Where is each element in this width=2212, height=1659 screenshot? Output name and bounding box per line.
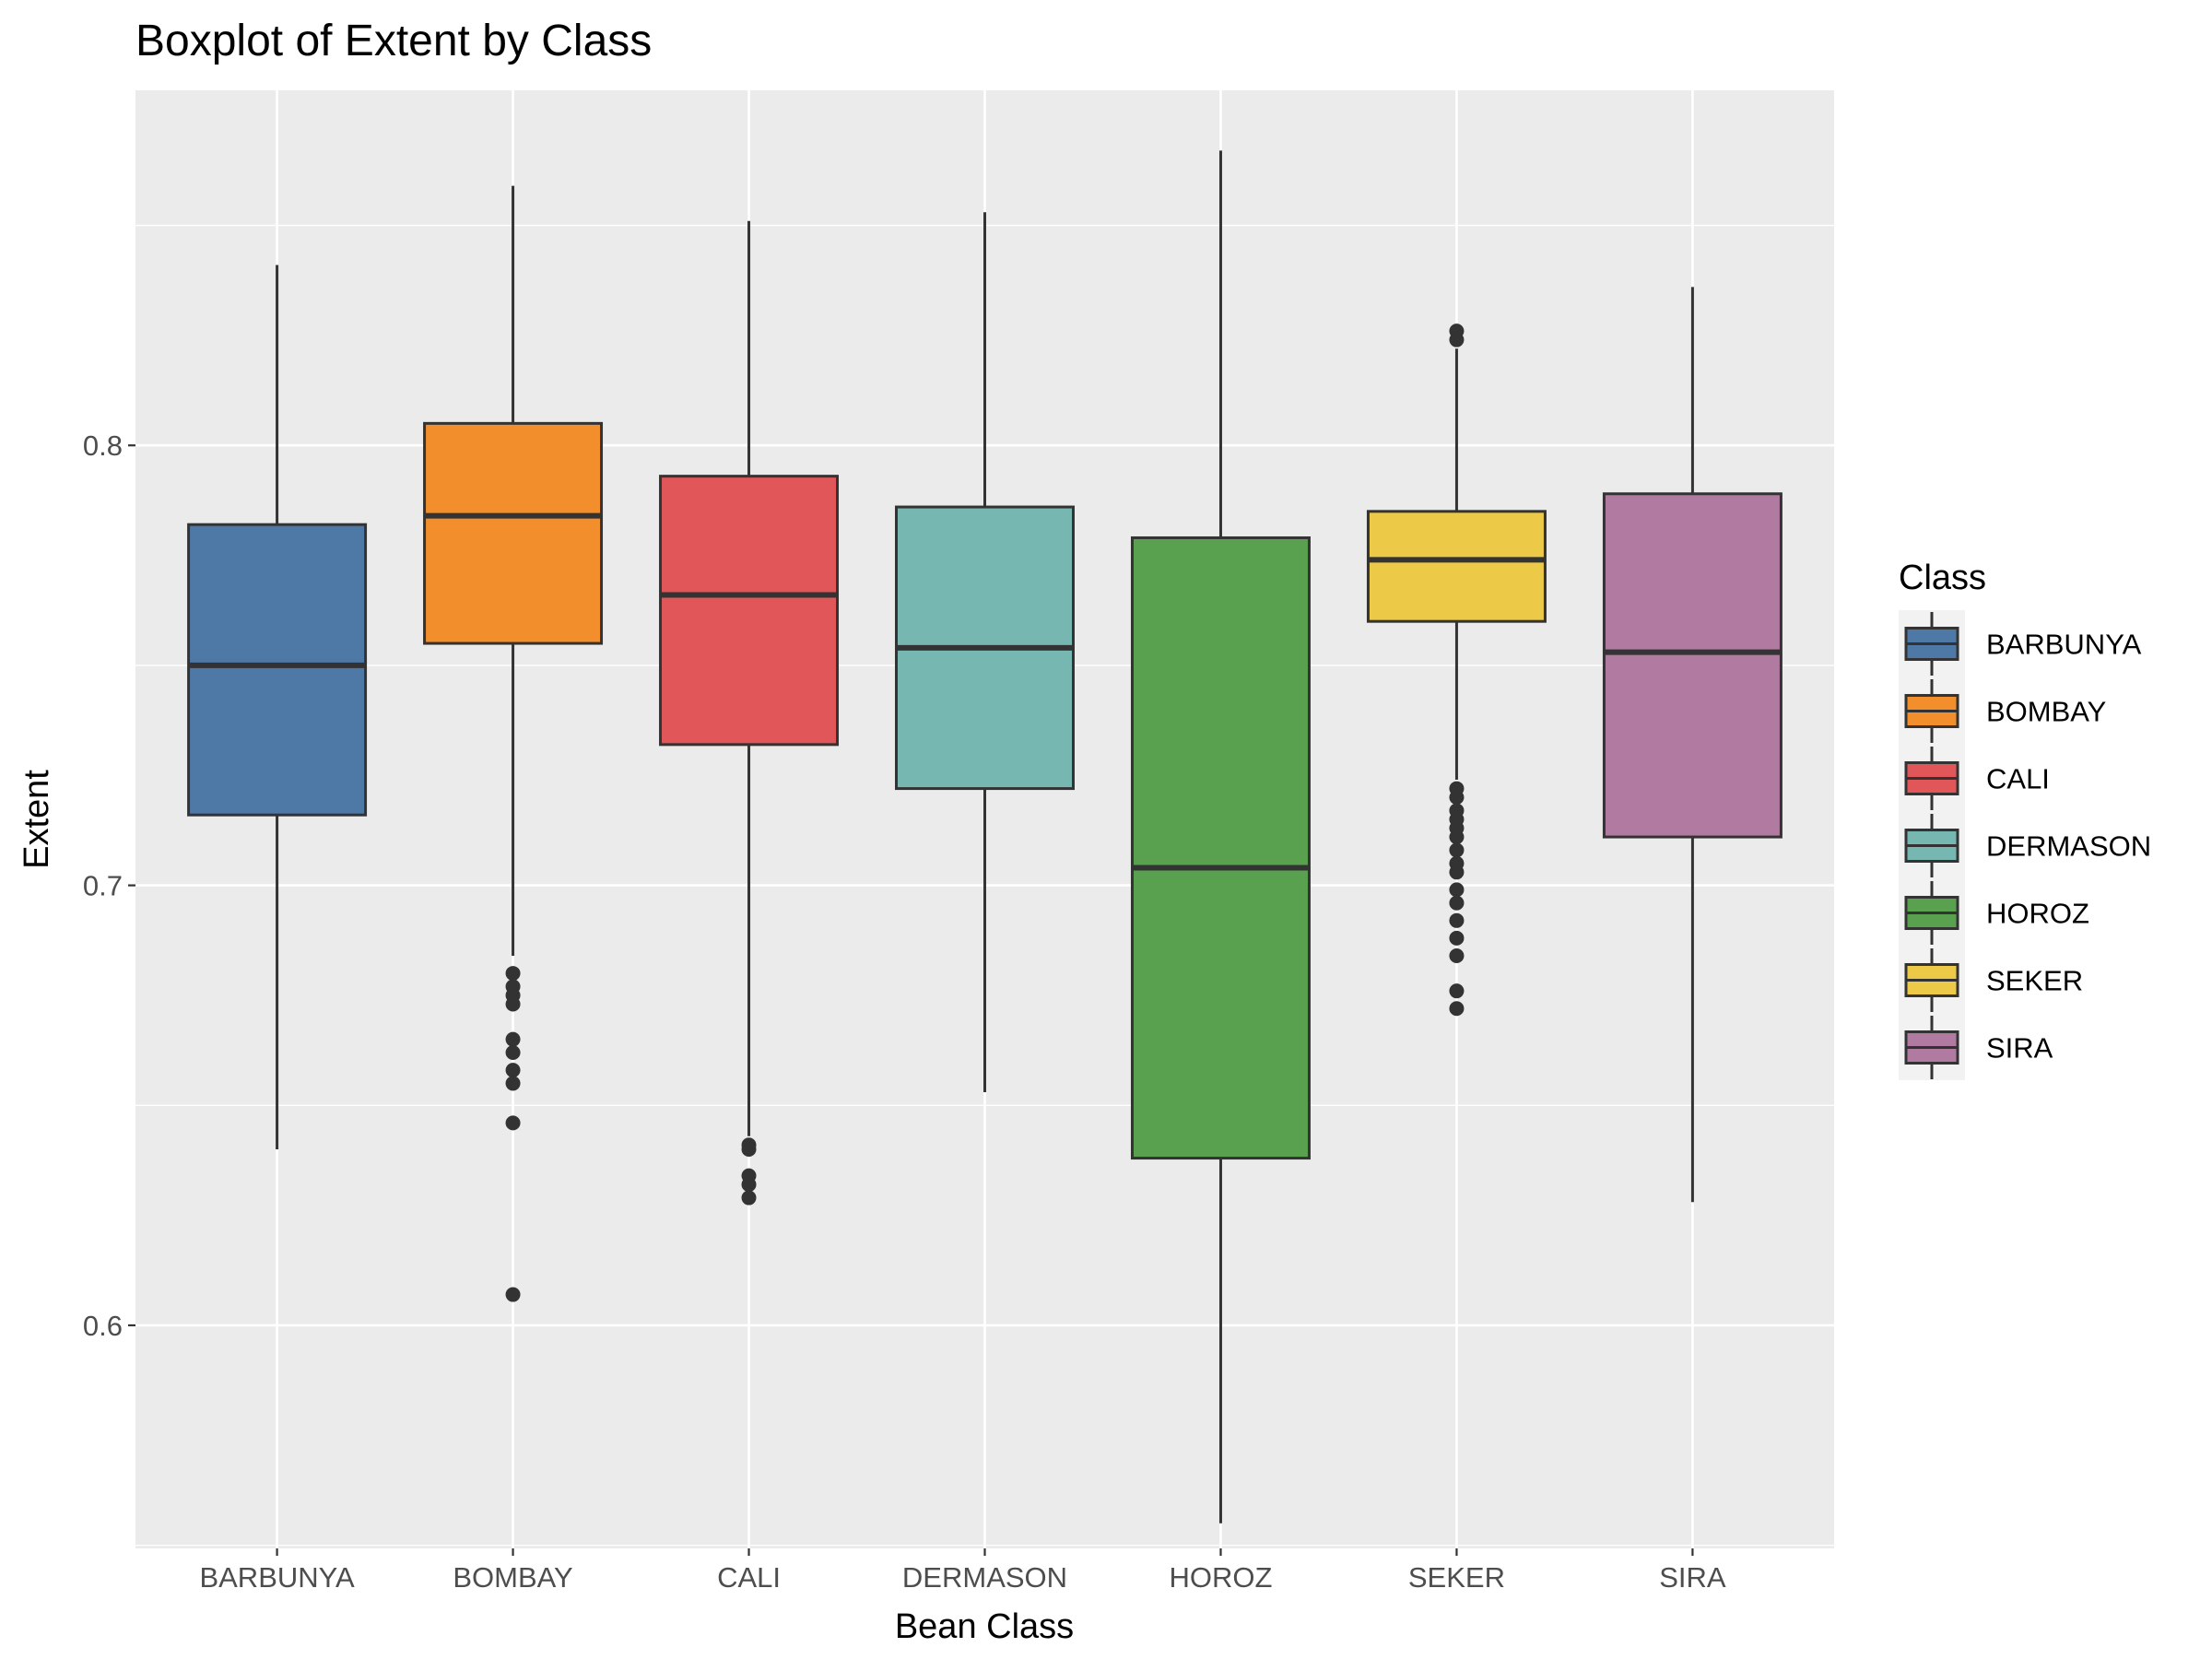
x-tick-label: HOROZ [1170,1561,1273,1594]
y-tick-label: 0.7 [83,870,123,902]
legend-label: HOROZ [1986,898,2089,930]
outlier-point [1449,1001,1465,1017]
legend-items: BARBUNYA BOMBAY CALI DERMASON HOROZ SEKER SIRA [1904,612,2151,1079]
outlier-point [505,1031,521,1047]
legend-item-sira: SIRA [1904,1016,2053,1079]
box-iqr [1366,510,1547,623]
outlier-point [741,1177,757,1193]
outlier-point [1449,842,1465,858]
outlier-point [1449,895,1465,911]
outlier-point [1449,983,1465,999]
y-tick-label: 0.8 [83,429,123,462]
legend-label: DERMASON [1986,830,2151,863]
outlier-point [505,1063,521,1078]
box-seker [1366,324,1547,1017]
outlier-point [1449,947,1465,963]
box-iqr [1130,535,1311,1160]
legend-item-barbunya: BARBUNYA [1904,612,2142,676]
legend-label: SEKER [1986,965,2083,997]
box-iqr [659,475,840,747]
x-axis-ticks: BARBUNYA BOMBAY CALI DERMASON HOROZ SEKER SIRA [199,1548,1726,1594]
outlier-point [505,1045,521,1061]
x-axis-title: Bean Class [895,1607,1074,1646]
legend-item-horoz: HOROZ [1904,881,2089,945]
x-tick-label: BOMBAY [453,1561,572,1594]
box-sira [1602,287,1783,1203]
outlier-point [1449,865,1465,880]
outlier-point [505,1287,521,1302]
y-tick-label: 0.6 [83,1310,123,1342]
outlier-point [505,1076,521,1091]
x-tick-label: BARBUNYA [199,1561,355,1594]
legend-label: SIRA [1986,1032,2053,1065]
x-tick-label: CALI [717,1561,781,1594]
x-tick-label: SEKER [1408,1561,1505,1594]
box-horoz [1130,150,1311,1524]
outlier-point [505,996,521,1012]
legend-label: BOMBAY [1986,696,2106,728]
outlier-point [1449,930,1465,946]
y-axis-ticks: 0.6 0.7 0.8 [83,429,135,1342]
box-dermason [895,212,1075,1092]
box-cali [659,220,840,1206]
outlier-point [1449,790,1465,806]
legend-label: BARBUNYA [1986,629,2142,661]
box-iqr [187,523,368,817]
box-iqr [1602,492,1783,839]
y-axis-title: Extent [18,770,56,869]
outlier-point [1449,882,1465,898]
outlier-point [1449,912,1465,928]
boxes-layer [187,150,1783,1524]
legend: Class BARBUNYA BOMBAY CALI DERMASON HOROZ SEK… [1899,559,2151,1080]
legend-title: Class [1899,559,1986,597]
legend-item-dermason: DERMASON [1904,814,2151,877]
outlier-point [1449,830,1465,845]
box-iqr [423,421,604,645]
outlier-point [1449,332,1465,347]
outlier-point [741,1142,757,1158]
legend-label: CALI [1986,763,2050,795]
x-tick-label: DERMASON [902,1561,1067,1594]
legend-item-bombay: BOMBAY [1904,679,2106,743]
box-barbunya [187,265,368,1150]
outlier-point [741,1190,757,1206]
x-tick-label: SIRA [1659,1561,1726,1594]
chart-title: Boxplot of Extent by Class [135,17,652,65]
legend-item-cali: CALI [1904,747,2050,810]
outlier-point [505,966,521,982]
box-bombay [423,185,604,1302]
legend-item-seker: SEKER [1904,948,2083,1012]
outlier-point [505,1115,521,1131]
